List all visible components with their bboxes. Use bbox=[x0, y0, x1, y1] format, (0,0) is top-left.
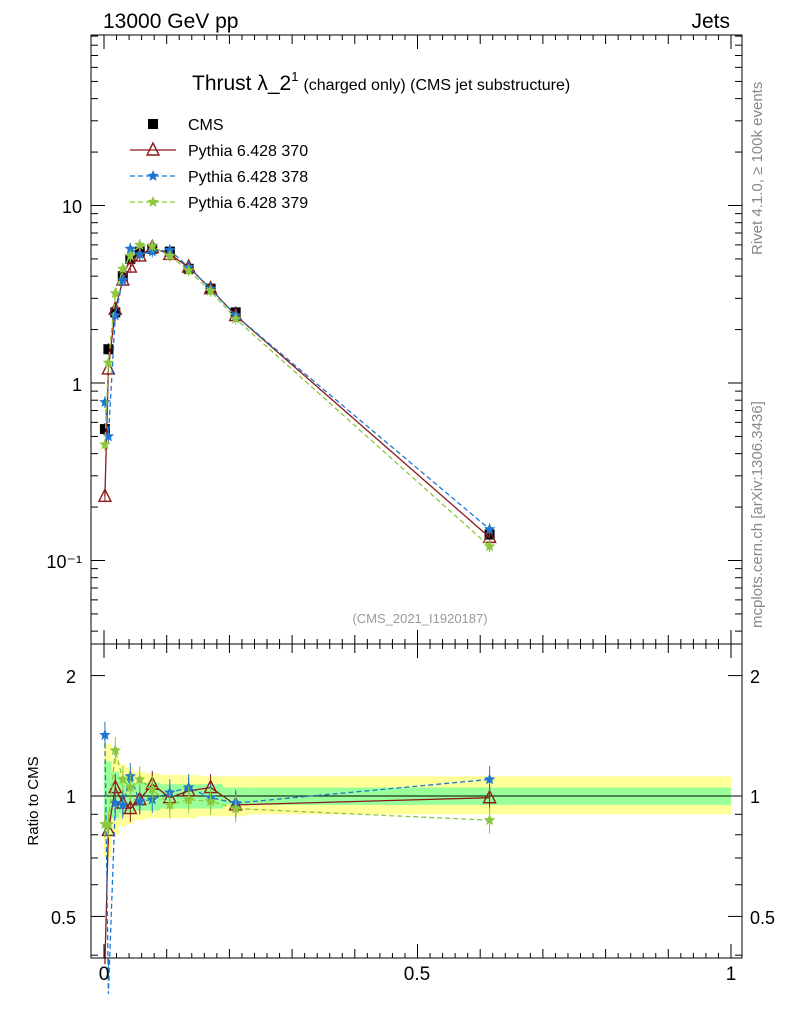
data-point bbox=[124, 242, 136, 254]
ratio-y-tick-label-2-left: 2 bbox=[66, 667, 76, 687]
ratio-point bbox=[134, 795, 146, 807]
series-2 bbox=[99, 242, 496, 536]
data-point bbox=[97, 487, 113, 502]
ratio-point bbox=[230, 802, 242, 814]
series-3 bbox=[99, 238, 496, 553]
title-main: Thrust λ_2 bbox=[192, 72, 291, 95]
legend-marker bbox=[147, 196, 159, 207]
data-point bbox=[134, 248, 146, 260]
data-point bbox=[483, 523, 496, 535]
analysis-watermark: (CMS_2021_I1920187) bbox=[352, 611, 487, 626]
ratio-series-line bbox=[104, 750, 490, 825]
data-point bbox=[182, 264, 195, 276]
ratio-series-1 bbox=[99, 721, 496, 994]
ratio-point bbox=[204, 795, 217, 807]
ratio-point bbox=[117, 773, 129, 785]
data-point bbox=[123, 258, 138, 273]
ratio-point bbox=[99, 729, 111, 740]
header-energy: 13000 GeV pp bbox=[103, 10, 238, 33]
data-point bbox=[134, 238, 146, 250]
ratio-point bbox=[182, 793, 195, 805]
ratio-y-tick-label-0.5-right: 0.5 bbox=[750, 908, 775, 928]
ratio-point bbox=[146, 783, 158, 794]
ratio-point bbox=[164, 798, 176, 810]
ratio-panel: 2 1 0.5 2 1 0.5 Ratio to CMS 0 0.5 1 bbox=[25, 643, 775, 994]
ratio-y-tick-label-0.5-left: 0.5 bbox=[51, 908, 76, 928]
series-line bbox=[104, 247, 491, 530]
ratio-y-tick-label-1-left: 1 bbox=[66, 787, 76, 807]
ratio-point bbox=[123, 800, 138, 815]
data-point bbox=[117, 262, 129, 274]
y-tick-label-1: 1 bbox=[72, 375, 82, 395]
chart-title: Thrust λ_21 (charged only) (CMS jet subst… bbox=[192, 69, 570, 95]
ratio-series-2 bbox=[99, 737, 496, 838]
legend: CMS Pythia 6.428 370 Pythia 6.428 378 Py… bbox=[130, 117, 308, 212]
legend-label-cms: CMS bbox=[188, 117, 224, 134]
ratio-point bbox=[102, 818, 115, 830]
source-label: mcplots.cern.ch [arXiv:1306.3436] bbox=[749, 401, 766, 628]
data-point bbox=[117, 274, 129, 285]
data-point bbox=[102, 430, 115, 442]
data-point bbox=[164, 249, 176, 261]
y-tick-label-10: 10 bbox=[62, 197, 82, 217]
ratio-point bbox=[117, 798, 129, 810]
legend-label-379: Pythia 6.428 379 bbox=[188, 195, 308, 212]
x-tick-label-0.5: 0.5 bbox=[404, 964, 430, 985]
title-sup: 1 bbox=[291, 69, 298, 84]
ratio-point bbox=[134, 773, 146, 785]
data-point bbox=[230, 312, 242, 324]
ratio-point bbox=[109, 797, 121, 808]
data-point bbox=[99, 438, 111, 450]
header-category: Jets bbox=[691, 10, 730, 33]
ratio-point bbox=[482, 789, 497, 804]
rivet-version-label: Rivet 4.1.0, ≥ 100k events bbox=[749, 82, 766, 255]
x-tick-label-1: 1 bbox=[726, 964, 737, 985]
legend-marker bbox=[147, 170, 159, 181]
ratio-point bbox=[109, 744, 121, 756]
ratio-y-axis-label: Ratio to CMS bbox=[25, 756, 42, 845]
data-point bbox=[483, 540, 496, 552]
data-point bbox=[109, 287, 121, 299]
series-0 bbox=[99, 242, 495, 541]
legend-label-378: Pythia 6.428 378 bbox=[188, 169, 308, 186]
ratio-y-tick-label-1-right: 1 bbox=[750, 787, 760, 807]
data-point bbox=[102, 356, 115, 368]
series-line bbox=[104, 244, 491, 547]
ratio-point bbox=[483, 773, 496, 785]
main-panel: (CMS_2021_I1920187) Thrust λ_21(charged … bbox=[46, 34, 743, 645]
ratio-point bbox=[483, 814, 496, 825]
data-point bbox=[99, 396, 111, 407]
y-tick-label-0.1: 10⁻¹ bbox=[46, 552, 82, 572]
data-point bbox=[101, 360, 116, 375]
legend-label-370: Pythia 6.428 370 bbox=[188, 143, 308, 160]
data-point bbox=[103, 344, 114, 355]
data-point bbox=[99, 424, 110, 435]
legend-marker-cms bbox=[148, 119, 158, 129]
legend-marker bbox=[145, 141, 161, 156]
title-rest: (charged only) (CMS jet substructure) bbox=[303, 77, 570, 94]
ratio-series-line bbox=[104, 735, 490, 994]
ratio-frame bbox=[90, 643, 743, 959]
ratio-y-tick-label-2-right: 2 bbox=[750, 667, 760, 687]
ratio-point bbox=[124, 781, 136, 793]
data-point bbox=[109, 309, 121, 321]
series-1 bbox=[97, 238, 497, 544]
data-point bbox=[164, 244, 176, 256]
data-point bbox=[146, 240, 158, 251]
x-tick-label-0: 0 bbox=[99, 964, 110, 985]
data-point bbox=[124, 249, 136, 261]
data-point bbox=[204, 285, 217, 296]
